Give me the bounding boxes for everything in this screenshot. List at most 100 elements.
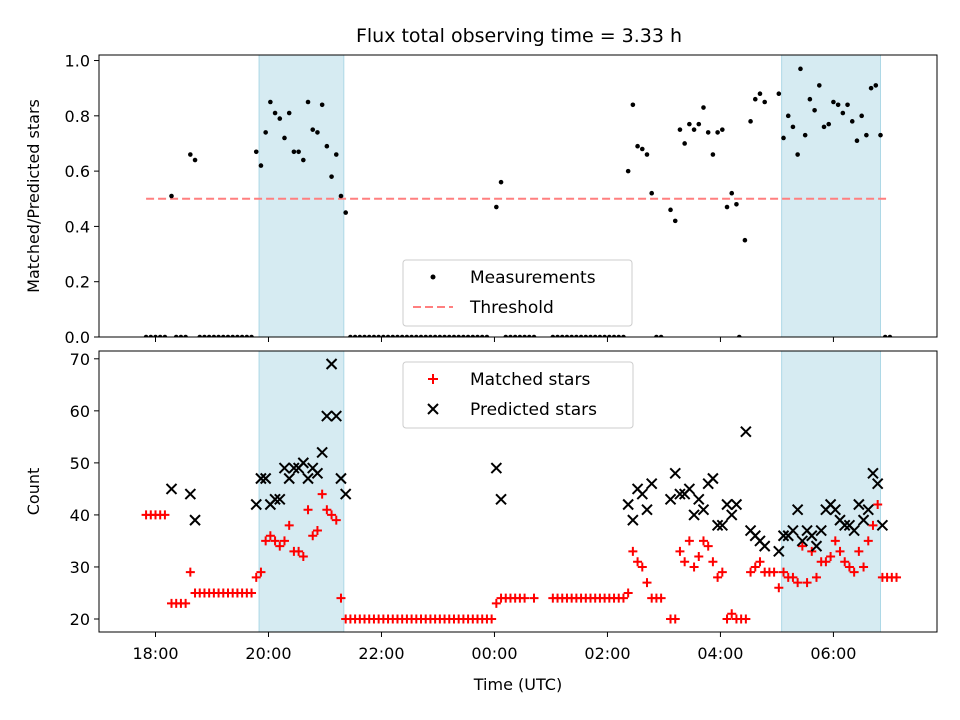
legend-box [402,259,633,327]
matched-stars-point [694,552,704,562]
data-point [348,334,353,337]
data-point [658,334,664,337]
matched-stars-point [642,578,652,588]
data-point [414,334,419,337]
data-point [225,334,231,337]
matched-stars-point [788,572,798,582]
y-tick-label: 0.6 [65,162,90,181]
data-point [588,334,593,337]
data-point [720,127,725,132]
data-point [272,110,278,116]
predicted-stars-point [664,493,677,506]
matched-stars-point [708,557,718,567]
predicted-stars-point [862,504,874,516]
matched-stars-point [750,562,760,572]
data-point [263,130,268,135]
matched-stars-point [863,536,873,546]
predicted-stars-point [726,509,738,521]
axes-frame [98,350,938,633]
matched-stars-point [713,572,723,582]
predicted-stars-point [730,498,743,511]
data-point [882,334,888,337]
predicted-stars-point [622,498,634,511]
data-point [465,334,471,337]
data-point [696,121,702,127]
y-tick-label: 0.8 [65,107,90,126]
data-point [781,135,786,141]
shaded-interval-0 [258,350,345,633]
data-point [352,334,358,337]
data-point [148,334,154,337]
data-point [305,99,311,105]
predicted-stars-point [274,493,286,506]
predicted-stars-point [189,514,201,526]
x-tick-label: 06:00 [810,644,856,663]
data-point [826,121,832,127]
matched-stars-point [755,557,765,567]
predicted-stars-point [787,524,799,537]
data-point [333,152,339,157]
matched-stars-point [327,510,337,520]
predicted-stars-point [302,472,314,485]
predicted-stars-point [278,462,291,474]
predicted-stars-point [316,446,328,459]
data-point [654,334,659,337]
data-point [220,334,226,337]
matched-stars-point [331,515,341,525]
matched-stars-point [779,567,789,577]
data-point [418,334,424,337]
matched-stars-point [284,520,294,530]
y-axis-label: Count [24,468,43,516]
data-point [790,124,796,130]
data-point [423,334,429,337]
legend-marker [427,403,439,415]
y-tick-label: 70 [70,350,90,369]
data-point [153,334,158,337]
data-point [630,102,636,108]
predicted-stars-point [839,519,851,532]
chart-title: Flux total observing time = 3.33 h [356,25,682,47]
data-point [677,127,683,132]
matched-stars-point [185,567,195,577]
matched-stars-point [529,593,539,603]
data-point [390,334,396,337]
x-tick-label: 22:00 [358,644,404,663]
predicted-stars-point [857,514,870,526]
y-tick-label: 40 [70,506,90,525]
predicted-stars-point [165,483,178,495]
x-tick-label: 20:00 [245,644,291,663]
matched-stars-point [741,614,751,624]
matched-stars-point [618,593,628,603]
data-point [479,334,485,337]
matched-stars-point [793,578,803,588]
shaded-interval-0 [258,54,345,338]
data-point [795,152,800,157]
legend: Measurements Threshold [402,259,633,327]
data-point [649,190,655,196]
predicted-stars-point [627,514,639,526]
data-point [840,110,846,116]
data-point [812,107,817,113]
matched-stars-point [797,541,807,551]
predicted-stars-point [255,472,267,485]
shaded-interval-1 [781,350,882,633]
data-point [776,91,782,97]
data-point [381,334,386,337]
data-point [404,334,410,337]
data-point [157,334,163,337]
data-point [315,130,320,135]
matched-stars-point [689,562,699,572]
data-point [366,334,372,337]
data-point [729,190,735,196]
matched-stars-point [892,572,902,582]
matched-stars-point [656,593,666,603]
x-tick-label: 02:00 [584,644,630,663]
data-point [849,119,855,124]
predicted-stars-point [250,498,262,511]
matched-stars-point [811,572,821,582]
data-point [357,334,363,337]
matched-stars-point [774,583,784,593]
data-point [239,334,245,337]
predicted-stars-point [641,504,653,516]
